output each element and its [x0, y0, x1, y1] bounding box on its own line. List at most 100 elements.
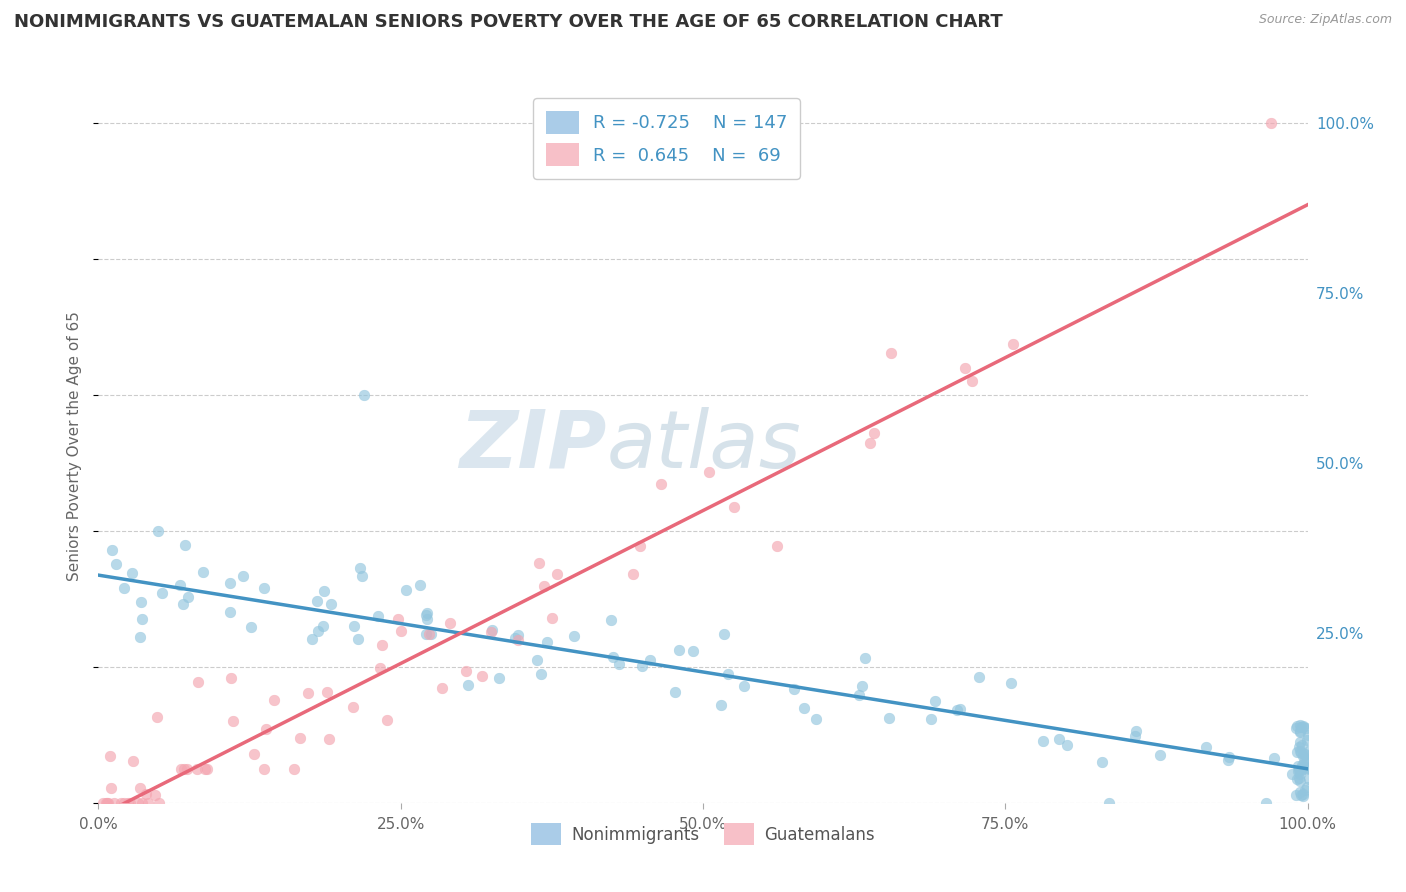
Point: [135, 787, 157, 801]
Point: [352, 569, 374, 583]
Point: [103, 796, 125, 810]
Point: [288, 731, 311, 746]
Point: [1295, 753, 1317, 767]
Point: [101, 542, 124, 557]
Point: [219, 576, 242, 591]
Point: [127, 796, 149, 810]
Point: [1289, 723, 1312, 738]
Point: [1294, 755, 1316, 769]
Point: [862, 425, 884, 440]
Point: [1288, 763, 1310, 777]
Point: [1292, 748, 1315, 763]
Point: [318, 731, 340, 746]
Point: [389, 624, 412, 638]
Point: [920, 712, 942, 726]
Point: [713, 627, 735, 641]
Point: [121, 566, 143, 580]
Point: [1285, 788, 1308, 802]
Point: [395, 582, 418, 597]
Point: [848, 688, 870, 702]
Point: [1296, 728, 1319, 742]
Point: [174, 538, 197, 552]
Point: [969, 669, 991, 683]
Point: [1292, 789, 1315, 803]
Point: [1281, 766, 1303, 780]
Point: [481, 624, 503, 638]
Point: [98, 748, 121, 763]
Point: [240, 620, 263, 634]
Point: [1288, 739, 1310, 754]
Point: [1292, 719, 1315, 733]
Point: [347, 632, 370, 646]
Point: [526, 653, 548, 667]
Point: [129, 595, 152, 609]
Point: [1288, 735, 1310, 749]
Point: [312, 619, 335, 633]
Point: [152, 586, 174, 600]
Point: [221, 671, 243, 685]
Point: [508, 628, 530, 642]
Point: [562, 629, 585, 643]
Point: [533, 579, 555, 593]
Point: [430, 681, 453, 696]
Point: [368, 661, 391, 675]
Point: [1295, 721, 1317, 735]
Point: [1125, 730, 1147, 744]
Point: [1001, 337, 1024, 351]
Point: [1263, 751, 1285, 765]
Point: [173, 762, 195, 776]
Point: [191, 565, 214, 579]
Point: [1286, 745, 1309, 759]
Legend: Nonimmigrants, Guatemalans: Nonimmigrants, Guatemalans: [524, 817, 882, 852]
Point: [953, 361, 976, 376]
Point: [621, 567, 644, 582]
Point: [1218, 750, 1240, 764]
Point: [924, 694, 946, 708]
Point: [1289, 763, 1312, 777]
Point: [253, 762, 276, 776]
Point: [1294, 782, 1316, 797]
Point: [146, 524, 169, 539]
Point: [110, 796, 132, 810]
Point: [1091, 756, 1114, 770]
Point: [112, 581, 135, 595]
Point: [488, 671, 510, 685]
Point: [1000, 676, 1022, 690]
Point: [131, 796, 153, 810]
Point: [219, 605, 242, 619]
Point: [321, 597, 343, 611]
Point: [1286, 772, 1309, 786]
Point: [1032, 734, 1054, 748]
Point: [1285, 719, 1308, 733]
Point: [117, 796, 139, 810]
Point: [1289, 725, 1312, 739]
Point: [316, 685, 339, 699]
Point: [1047, 731, 1070, 746]
Point: [546, 567, 568, 582]
Point: [1288, 774, 1310, 789]
Point: [415, 608, 437, 623]
Point: [253, 581, 276, 595]
Point: [1298, 743, 1320, 757]
Point: [1056, 738, 1078, 752]
Point: [456, 665, 478, 679]
Point: [1284, 722, 1306, 736]
Point: [1292, 720, 1315, 734]
Point: [765, 539, 787, 553]
Point: [254, 722, 277, 736]
Point: [415, 627, 437, 641]
Point: [457, 678, 479, 692]
Point: [195, 762, 218, 776]
Point: [169, 578, 191, 592]
Point: [176, 762, 198, 776]
Point: [418, 627, 440, 641]
Point: [1291, 757, 1313, 772]
Point: [353, 388, 375, 402]
Point: [1295, 780, 1317, 794]
Point: [145, 710, 167, 724]
Point: [948, 702, 970, 716]
Point: [1260, 116, 1282, 130]
Point: [232, 569, 254, 583]
Point: [349, 561, 371, 575]
Point: [96, 796, 118, 810]
